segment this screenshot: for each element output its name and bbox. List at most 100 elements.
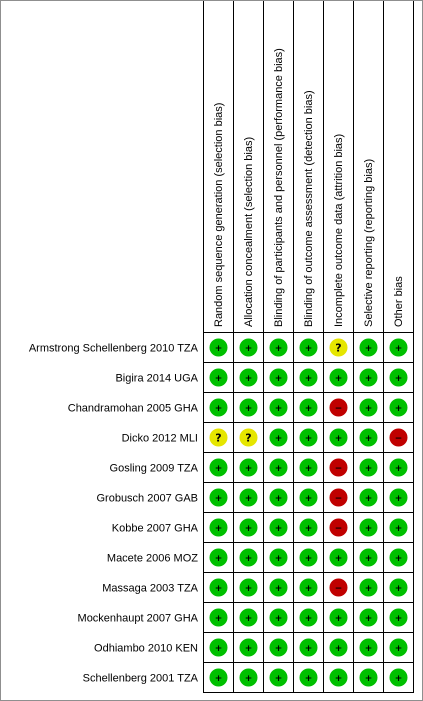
study-label: Bigira 2014 UGA [115, 373, 198, 385]
judgement-low-marker [389, 518, 408, 537]
judgement-low-symbol: + [335, 434, 343, 444]
judgement-low-symbol: + [365, 614, 373, 624]
judgement-low-symbol: + [275, 614, 283, 624]
judgement-low-symbol: + [245, 674, 253, 684]
judgement-low-marker [329, 608, 348, 627]
judgement-low-symbol: + [395, 404, 403, 414]
study-label: Grobusch 2007 GAB [96, 493, 198, 505]
judgement-low-marker [329, 548, 348, 567]
judgement-low-marker [359, 578, 378, 597]
judgement-low-marker [239, 338, 258, 357]
judgement-low-marker [389, 548, 408, 567]
judgement-low-symbol: + [245, 344, 253, 354]
judgement-low-symbol: + [335, 374, 343, 384]
judgement-low-marker [269, 398, 288, 417]
judgement-low-symbol: + [215, 644, 223, 654]
judgement-low-marker [209, 398, 228, 417]
judgement-low-symbol: + [275, 374, 283, 384]
judgement-low-marker [299, 578, 318, 597]
judgement-low-symbol: + [395, 614, 403, 624]
judgement-low-symbol: + [395, 674, 403, 684]
judgement-low-marker [299, 398, 318, 417]
judgement-high-marker [329, 458, 348, 477]
column-header: Other bias [393, 276, 405, 327]
column-header: Selective reporting (reporting bias) [363, 159, 375, 327]
judgement-unclear-symbol: ? [335, 342, 341, 355]
judgement-low-symbol: + [335, 554, 343, 564]
column-header: Blinding of outcome assessment (detectio… [303, 90, 315, 327]
judgement-low-marker [359, 338, 378, 357]
judgement-low-symbol: + [305, 614, 313, 624]
judgement-low-marker [269, 338, 288, 357]
judgement-high-marker [329, 398, 348, 417]
judgement-low-marker [359, 638, 378, 657]
study-label: Chandramohan 2005 GHA [68, 403, 199, 415]
judgement-low-symbol: + [245, 494, 253, 504]
judgement-low-symbol: + [275, 674, 283, 684]
judgement-low-marker [389, 608, 408, 627]
judgement-low-marker [359, 428, 378, 447]
judgement-low-marker [359, 608, 378, 627]
judgement-low-marker [209, 458, 228, 477]
judgement-low-marker [239, 488, 258, 507]
judgement-low-symbol: + [395, 524, 403, 534]
judgement-low-symbol: + [395, 494, 403, 504]
judgement-low-marker [209, 338, 228, 357]
judgement-low-marker [299, 638, 318, 657]
judgement-low-marker [329, 368, 348, 387]
judgement-low-marker [359, 368, 378, 387]
judgement-low-symbol: + [365, 434, 373, 444]
judgement-low-marker [209, 518, 228, 537]
judgement-low-marker [269, 638, 288, 657]
judgement-low-symbol: + [365, 344, 373, 354]
judgement-low-symbol: + [215, 674, 223, 684]
study-label: Armstrong Schellenberg 2010 TZA [29, 343, 199, 355]
judgement-low-marker [359, 668, 378, 687]
judgement-low-marker [299, 338, 318, 357]
judgement-high-symbol: − [335, 524, 343, 534]
judgement-low-marker [269, 458, 288, 477]
judgement-low-symbol: + [215, 614, 223, 624]
judgement-low-marker [299, 488, 318, 507]
judgement-low-marker [239, 458, 258, 477]
judgement-low-marker [299, 368, 318, 387]
judgement-low-marker [359, 548, 378, 567]
judgement-high-symbol: − [335, 404, 343, 414]
judgement-low-marker [389, 338, 408, 357]
judgement-low-symbol: + [305, 344, 313, 354]
judgement-low-symbol: + [365, 584, 373, 594]
judgement-low-symbol: + [305, 554, 313, 564]
judgement-low-symbol: + [245, 644, 253, 654]
judgement-low-marker [239, 518, 258, 537]
judgement-low-symbol: + [335, 674, 343, 684]
judgement-low-marker [209, 578, 228, 597]
judgement-low-marker [389, 368, 408, 387]
judgement-low-marker [239, 578, 258, 597]
judgement-high-symbol: − [395, 434, 403, 444]
judgement-low-symbol: + [305, 404, 313, 414]
judgement-low-symbol: + [275, 464, 283, 474]
judgement-low-marker [359, 458, 378, 477]
judgement-low-marker [269, 488, 288, 507]
study-label: Odhiambo 2010 KEN [94, 643, 198, 655]
judgement-low-marker [269, 428, 288, 447]
judgement-high-symbol: − [335, 494, 343, 504]
judgement-low-marker [299, 458, 318, 477]
judgement-low-symbol: + [245, 614, 253, 624]
judgement-low-symbol: + [275, 524, 283, 534]
judgement-low-symbol: + [275, 404, 283, 414]
judgement-unclear-symbol: ? [245, 432, 251, 445]
study-label: Macete 2006 MOZ [107, 553, 198, 565]
judgement-low-symbol: + [245, 374, 253, 384]
judgement-low-marker [389, 578, 408, 597]
judgement-low-symbol: + [245, 584, 253, 594]
judgement-low-marker [239, 368, 258, 387]
judgement-low-marker [239, 548, 258, 567]
judgement-low-marker [299, 548, 318, 567]
judgement-low-symbol: + [305, 464, 313, 474]
judgement-low-symbol: + [305, 494, 313, 504]
judgement-low-marker [209, 488, 228, 507]
judgement-low-marker [329, 668, 348, 687]
judgement-low-symbol: + [365, 554, 373, 564]
judgement-unclear-marker [329, 338, 348, 357]
